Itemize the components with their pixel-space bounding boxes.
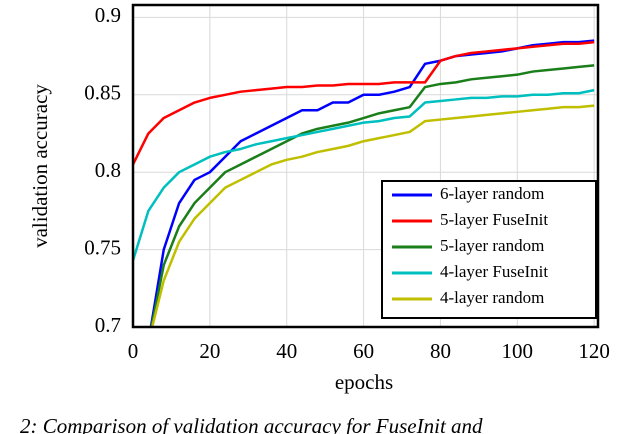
x-tick-label: 80 [430,339,451,363]
y-tick-label: 0.9 [95,3,121,27]
series-line [133,88,595,261]
legend-label: 4-layer random [440,288,544,307]
series-line [150,64,595,327]
legend-box [381,180,597,319]
legend-label: 5-layer random [440,236,544,255]
series-line [150,104,595,327]
x-tick-label: 60 [353,339,374,363]
y-tick-label: 0.75 [84,235,121,259]
x-tick-label: 100 [502,339,534,363]
x-axis-label: epochs [335,370,393,394]
x-tick-label: 40 [276,339,297,363]
y-axis-label: validation accuracy [28,84,52,248]
plot-frame [131,3,600,329]
series-line [133,40,595,166]
y-tick-label: 0.7 [95,313,121,337]
y-tick-label: 0.8 [95,158,121,182]
legend-label: 5-layer FuseInit [440,210,548,229]
x-tick-label: 0 [128,339,139,363]
y-tick-label: 0.85 [84,81,121,105]
x-tick-label: 120 [578,339,610,363]
legend-label: 6-layer random [440,184,544,203]
x-tick-label: 20 [199,339,220,363]
legend-label: 4-layer FuseInit [440,262,548,281]
plot-area [133,39,595,327]
caption: 2: Comparison of validation accuracy for… [20,414,483,434]
